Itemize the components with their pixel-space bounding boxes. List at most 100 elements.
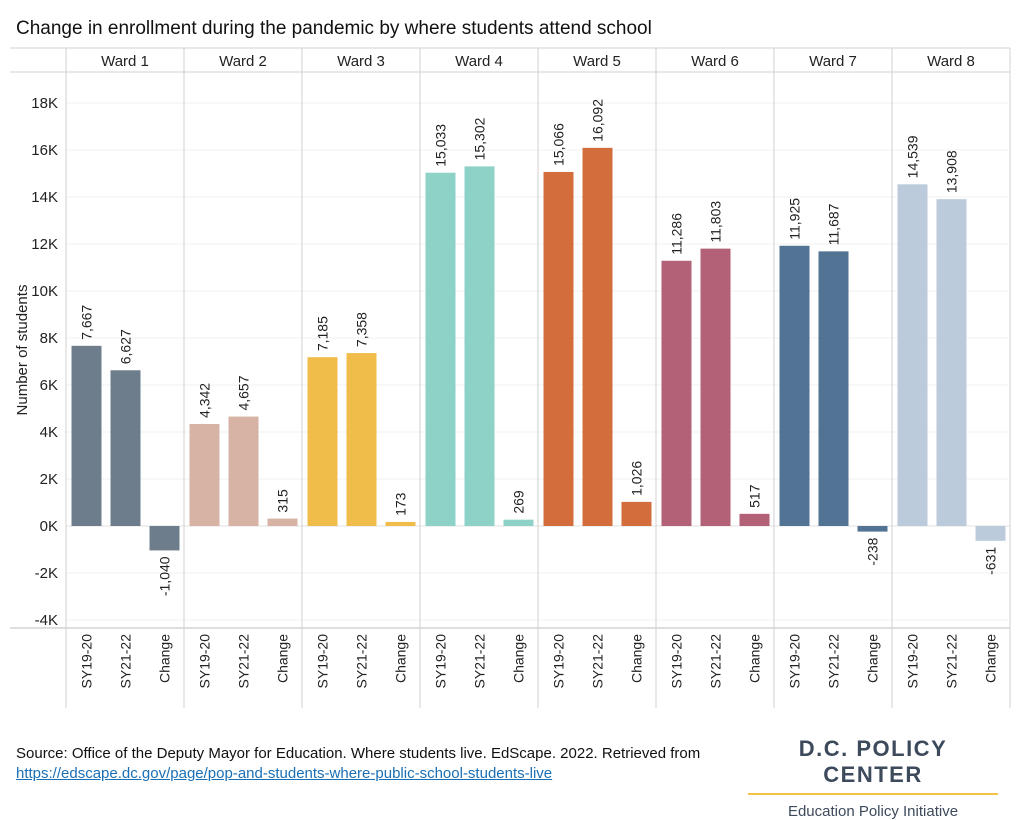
bar xyxy=(503,519,534,526)
category-label: Change xyxy=(865,634,881,683)
bar xyxy=(110,370,141,526)
y-tick-label: 12K xyxy=(31,236,58,253)
category-label: SY21-22 xyxy=(236,634,252,689)
bar xyxy=(621,501,652,526)
enrollment-bar-chart: -4K -2K 0K 2K 4K 6K 8K 10K 12K 14K 16K 18K Number of… xyxy=(10,47,1011,708)
source-text: Source: Office of the Deputy Mayor for E… xyxy=(16,745,701,762)
bar xyxy=(307,357,338,526)
category-label: SY19-20 xyxy=(79,634,95,689)
bar xyxy=(543,171,574,526)
category-label: Change xyxy=(275,634,291,683)
category-label: Change xyxy=(983,634,999,683)
bar-value-label: 15,302 xyxy=(472,117,488,160)
category-label: SY19-20 xyxy=(433,634,449,689)
bar xyxy=(897,184,928,526)
bar xyxy=(779,245,810,526)
category-label: Change xyxy=(747,634,763,683)
y-tick-label: 6K xyxy=(40,377,58,394)
bar-value-label: 11,687 xyxy=(826,203,842,245)
bar-value-label: 517 xyxy=(747,484,763,508)
y-tick-label: 2K xyxy=(40,471,58,488)
category-label: Change xyxy=(511,634,527,683)
ward-header-label: Ward 5 xyxy=(573,53,621,70)
y-tick-label: 18K xyxy=(31,95,58,112)
bar xyxy=(661,260,692,526)
bar-value-label: 14,539 xyxy=(905,135,921,178)
category-label: SY21-22 xyxy=(826,634,842,689)
category-label: SY21-22 xyxy=(118,634,134,689)
bar-value-label: 13,908 xyxy=(944,150,960,193)
category-label: SY21-22 xyxy=(354,634,370,689)
bar xyxy=(228,416,259,526)
bar xyxy=(739,513,770,526)
ward-header-label: Ward 8 xyxy=(927,53,975,70)
bar xyxy=(346,353,377,526)
bar xyxy=(71,345,102,526)
brand-subtitle: Education Policy Initiative xyxy=(787,803,959,820)
bar-value-label: 4,342 xyxy=(197,383,213,418)
bar xyxy=(936,199,967,527)
bar-value-label: 7,667 xyxy=(79,305,95,340)
category-label: SY19-20 xyxy=(669,634,685,689)
source-link[interactable]: https://edscape.dc.gov/page/pop-and-stud… xyxy=(16,765,553,782)
bar-value-label: 16,092 xyxy=(590,99,606,142)
bar-value-label: -238 xyxy=(865,537,881,565)
category-label: Change xyxy=(629,634,645,683)
category-label: SY19-20 xyxy=(905,634,921,689)
y-tick-label: 16K xyxy=(31,142,58,159)
bar xyxy=(975,526,1006,541)
bar-value-label: 15,066 xyxy=(551,123,567,166)
ward-header-label: Ward 3 xyxy=(337,53,385,70)
bar-value-label: 6,627 xyxy=(118,329,134,364)
category-label: SY19-20 xyxy=(551,634,567,689)
category-label: SY21-22 xyxy=(708,634,724,689)
ward-header-label: Ward 2 xyxy=(219,53,267,70)
ward-header-label: Ward 4 xyxy=(455,53,503,70)
category-label: SY19-20 xyxy=(197,634,213,689)
y-axis-title: Number of students xyxy=(14,285,31,416)
brand-name: D.C. POLICY CENTER xyxy=(798,736,948,787)
bar-value-label: 269 xyxy=(511,490,527,514)
chart-title: Change in enrollment during the pandemic… xyxy=(16,18,652,39)
bar xyxy=(425,172,456,527)
y-tick-label: -2K xyxy=(35,565,58,582)
y-tick-label: 0K xyxy=(40,518,58,535)
bar xyxy=(189,423,220,526)
bar xyxy=(857,526,888,532)
category-label: Change xyxy=(393,634,409,683)
bar-value-label: 173 xyxy=(393,492,409,516)
y-tick-label: -4K xyxy=(35,612,58,629)
brand-accent-rule xyxy=(748,793,998,795)
ward-header-label: Ward 1 xyxy=(101,53,149,70)
y-tick-label: 10K xyxy=(31,283,58,300)
category-label: SY21-22 xyxy=(590,634,606,689)
bar-value-label: 1,026 xyxy=(629,461,645,496)
category-label: SY21-22 xyxy=(944,634,960,689)
bar xyxy=(818,251,849,526)
source-note: Source: Office of the Deputy Mayor for E… xyxy=(16,744,736,784)
bar-value-label: 4,657 xyxy=(236,375,252,410)
bar-value-label: 7,185 xyxy=(315,316,331,351)
ward-header-label: Ward 6 xyxy=(691,53,739,70)
bar-value-label: 7,358 xyxy=(354,312,370,347)
bar xyxy=(267,518,298,526)
ward-header-label: Ward 7 xyxy=(809,53,857,70)
category-label: Change xyxy=(157,634,173,683)
y-tick-label: 14K xyxy=(31,189,58,206)
bar-value-label: 315 xyxy=(275,489,291,513)
bar-value-label: -631 xyxy=(983,547,999,575)
bar-value-label: -1,040 xyxy=(157,556,173,596)
category-label: SY19-20 xyxy=(315,634,331,689)
category-label: SY21-22 xyxy=(472,634,488,689)
bar xyxy=(149,526,180,551)
bar xyxy=(385,521,416,526)
bar xyxy=(582,147,613,526)
bar-value-label: 11,803 xyxy=(708,201,724,243)
bar-value-label: 15,033 xyxy=(433,124,449,167)
bar xyxy=(464,166,495,526)
brand-logo: D.C. POLICY CENTER Education Policy Init… xyxy=(748,736,998,820)
bar-value-label: 11,925 xyxy=(787,198,803,240)
y-tick-label: 4K xyxy=(40,424,58,441)
bar-value-label: 11,286 xyxy=(669,213,685,255)
bar xyxy=(700,248,731,526)
